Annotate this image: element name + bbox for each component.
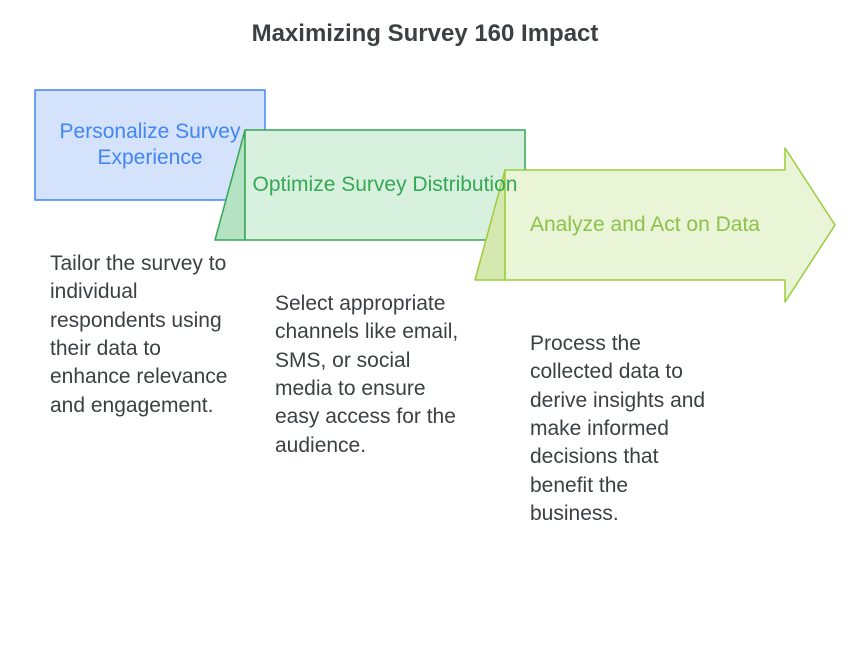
step1-description: Tailor the survey to individual responde…	[50, 250, 230, 420]
step3-description: Process the collected data to derive ins…	[530, 330, 715, 528]
step2-label: Optimize Survey Distribution	[245, 130, 525, 240]
step2-description: Select appropriate channels like email, …	[275, 290, 465, 460]
step1-label: Personalize Survey Experience	[35, 90, 265, 200]
step3-label: Analyze and Act on Data	[505, 170, 785, 280]
diagram-canvas: Maximizing Survey 160 Impact Personalize…	[0, 0, 850, 666]
